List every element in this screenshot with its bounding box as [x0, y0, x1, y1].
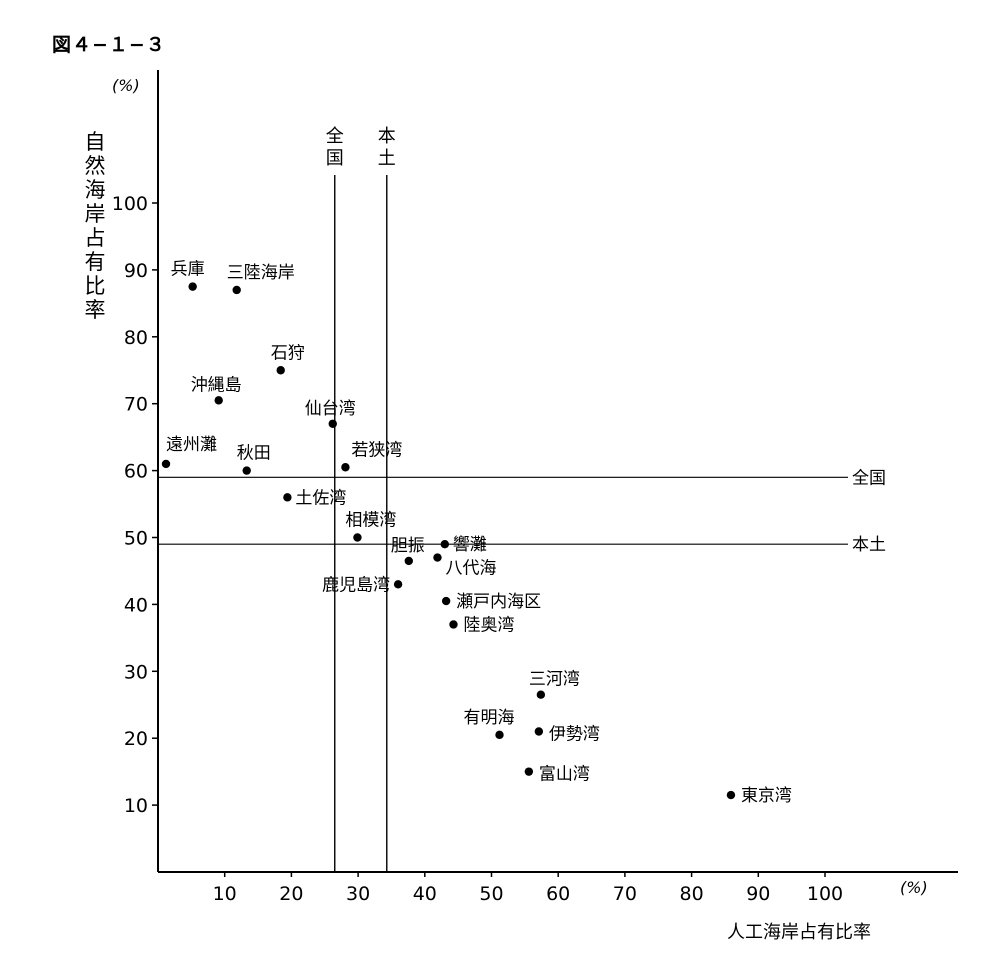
data-point-label: 伊勢湾 [549, 725, 600, 745]
data-point [404, 556, 413, 566]
data-point-label: 胆振 [391, 536, 425, 556]
y-tick-label: 90 [124, 260, 148, 282]
ref-line-label: 全国 [852, 468, 886, 488]
y-tick-label: 60 [124, 461, 148, 483]
axes: 10 20 30 40 50 60 70 80 90 100 10 20 30 40 50 60 70 80 90 1… [112, 70, 958, 905]
y-tick-label: 10 [124, 795, 148, 817]
data-point-label: 陸奥湾 [463, 615, 514, 635]
data-point [188, 282, 197, 291]
figure-title: 図４−１−３ [52, 34, 166, 56]
data-point [242, 466, 251, 475]
data-point [726, 790, 736, 800]
y-tick-label: 50 [124, 528, 148, 550]
ref-line-label: 土 [378, 148, 396, 169]
data-point [341, 463, 350, 472]
data-point [276, 366, 285, 375]
x-axis-unit: (%) [900, 878, 928, 897]
ref-line-label: 本土 [852, 535, 886, 555]
data-point-label: 仙台湾 [305, 399, 356, 419]
x-tick-label: 50 [479, 883, 503, 905]
x-tick-label: 90 [746, 883, 770, 905]
y-tick-label: 30 [124, 661, 148, 683]
y-tick-label: 70 [124, 394, 148, 416]
ref-line-label: 全 [326, 126, 344, 147]
data-point [232, 285, 241, 295]
data-point-label: 鹿児島湾 [322, 575, 390, 595]
data-point-label: 有明海 [464, 708, 515, 728]
x-tick-label: 70 [613, 883, 637, 905]
data-point-label: 若狭湾 [351, 440, 402, 460]
data-point [214, 396, 223, 405]
data-point-label: 三河湾 [529, 670, 580, 690]
data-point [534, 727, 544, 736]
data-point-label: 沖縄島 [191, 375, 242, 395]
x-tick-label: 60 [546, 883, 570, 905]
x-tick-label: 100 [807, 883, 843, 905]
data-point [536, 690, 546, 699]
y-tick-label: 80 [124, 327, 148, 349]
data-point [393, 580, 403, 589]
data-point [495, 730, 504, 740]
data-point-label: 三陸海岸 [227, 263, 295, 283]
x-tick-label: 40 [413, 883, 437, 905]
ref-line-label: 国 [326, 148, 344, 169]
y-axis-label: 自然海岸占有比率 [84, 130, 106, 322]
x-tick-label: 80 [680, 883, 704, 905]
x-tick-label: 30 [346, 883, 370, 905]
data-point [441, 596, 451, 606]
data-point-label: 八代海 [445, 559, 496, 579]
data-point-label: 相模湾 [345, 511, 396, 531]
data-point [524, 767, 534, 776]
data-point [353, 533, 362, 542]
data-point [449, 620, 458, 629]
data-point [433, 553, 442, 562]
data-point-label: 遠州灘 [166, 435, 217, 455]
x-tick-label: 10 [213, 883, 237, 905]
y-tick-label: 40 [124, 594, 148, 616]
data-point-label: 富山湾 [539, 765, 590, 785]
data-point-label: 土佐湾 [295, 488, 346, 508]
x-tick-label: 20 [279, 883, 303, 905]
data-point [328, 419, 337, 428]
data-point-label: 兵庫 [171, 260, 205, 280]
data-point [161, 459, 171, 469]
data-point [283, 493, 292, 502]
data-point-label: 響灘 [453, 535, 487, 555]
ref-line-label: 本 [378, 126, 396, 147]
data-point-label: 石狩 [271, 343, 305, 363]
data-point-label: 秋田 [237, 444, 271, 464]
data-point-label: 東京湾 [741, 786, 792, 806]
y-axis-unit: (%) [112, 76, 140, 95]
data-point [440, 539, 450, 549]
y-tick-label: 100 [112, 193, 148, 215]
x-axis-label: 人工海岸占有比率 [727, 922, 871, 943]
data-point-label: 瀬戸内海区 [456, 592, 541, 612]
y-tick-label: 20 [124, 728, 148, 750]
